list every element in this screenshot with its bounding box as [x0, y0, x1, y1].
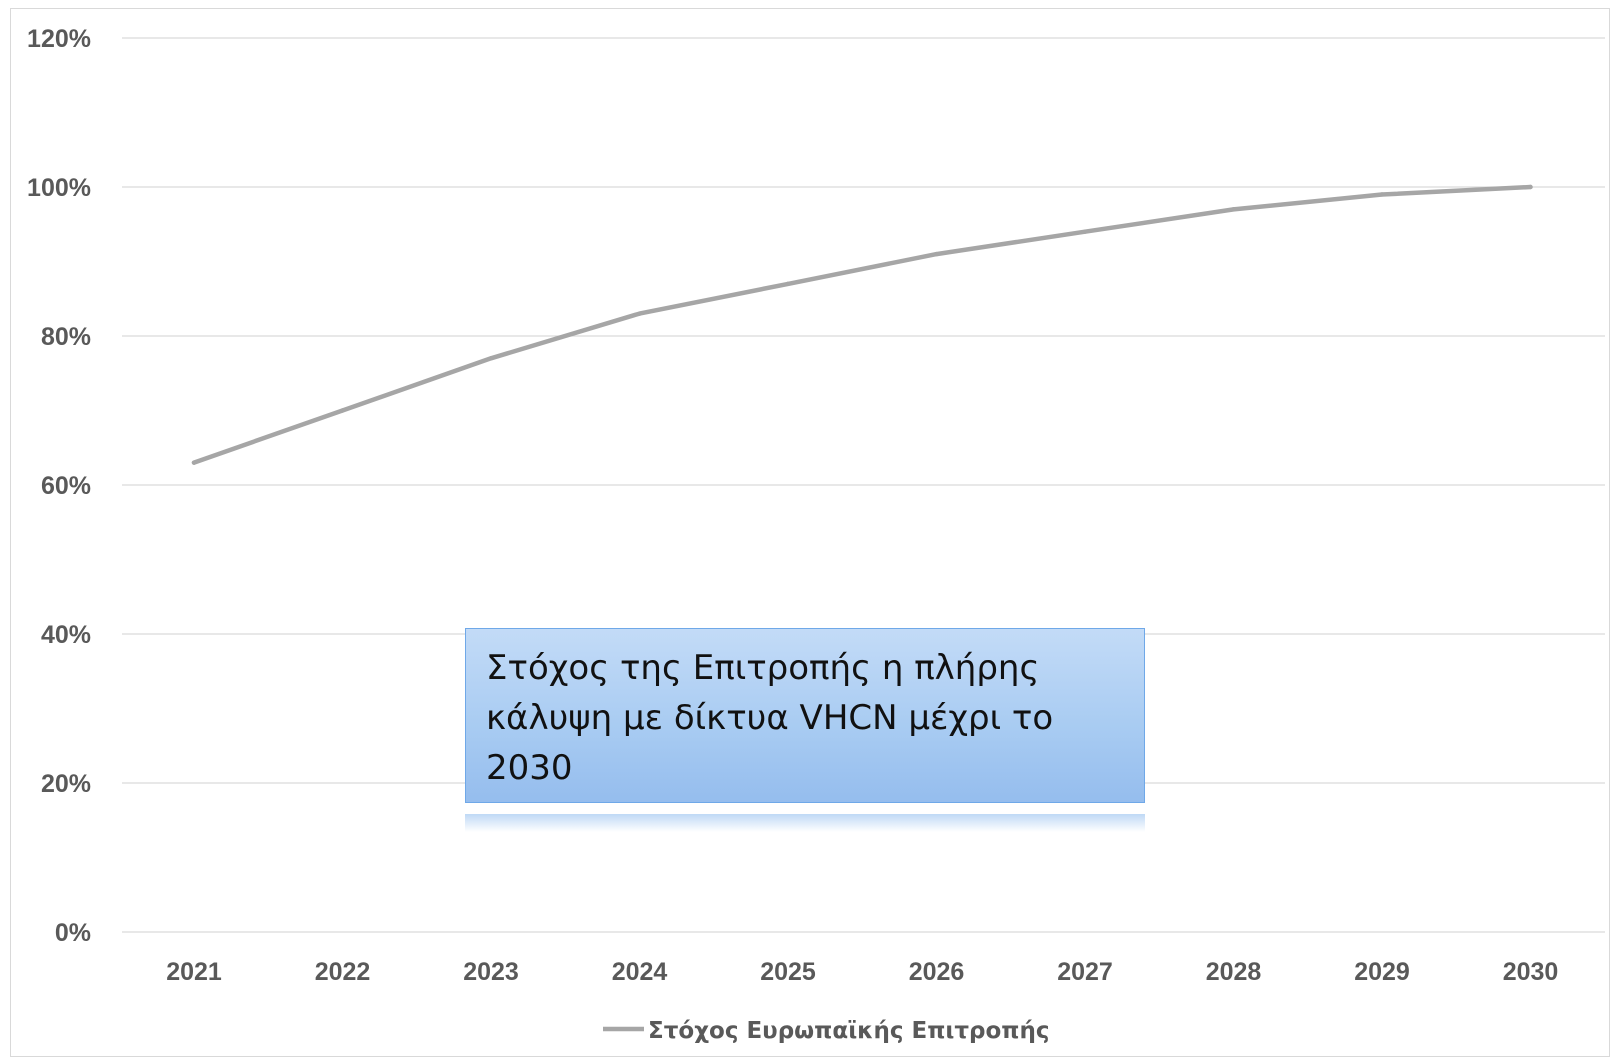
series-line — [191, 184, 1533, 465]
y-tick-label: 120% — [27, 25, 91, 53]
x-tick-label: 2023 — [463, 958, 519, 986]
y-tick-label: 80% — [41, 323, 91, 351]
annotation-reflection — [465, 814, 1145, 832]
y-tick-label: 20% — [41, 770, 91, 798]
annotation-callout: Στόχος της Επιτροπής η πλήρης κάλυψη με … — [465, 628, 1145, 803]
y-tick-label: 60% — [41, 472, 91, 500]
x-axis-tick-labels: 2021 2022 2023 2024 2025 2026 2027 2028 2029 2030 — [166, 958, 1558, 986]
data-point — [785, 281, 791, 287]
data-point — [637, 311, 642, 316]
x-tick-label: 2028 — [1206, 958, 1262, 986]
data-point — [1379, 192, 1385, 197]
x-tick-label: 2030 — [1503, 958, 1559, 986]
data-point — [191, 460, 197, 465]
data-point — [340, 408, 345, 413]
series-lines — [191, 184, 1533, 465]
legend: Στόχος Ευρωπαϊκής Επιτροπής — [603, 1018, 1050, 1044]
data-point — [1231, 207, 1236, 212]
y-tick-label: 0% — [55, 919, 91, 947]
x-tick-label: 2024 — [612, 958, 668, 986]
x-tick-label: 2029 — [1354, 958, 1410, 986]
x-tick-label: 2022 — [315, 958, 371, 986]
data-point — [1528, 184, 1533, 190]
annotation-text: Στόχος της Επιτροπής η πλήρης κάλυψη με … — [486, 648, 1054, 788]
y-axis-tick-labels: 0% 20% 40% 60% 80% 100% 120% — [27, 25, 91, 947]
x-tick-label: 2021 — [166, 958, 222, 986]
y-tick-label: 40% — [41, 621, 91, 649]
gridlines — [122, 37, 1605, 933]
data-point — [934, 251, 939, 257]
data-point — [488, 356, 494, 361]
x-tick-label: 2025 — [760, 958, 816, 986]
data-point — [1082, 229, 1088, 234]
legend-label: Στόχος Ευρωπαϊκής Επιτροπής — [648, 1018, 1050, 1044]
x-tick-label: 2027 — [1057, 958, 1113, 986]
x-tick-label: 2026 — [909, 958, 965, 986]
chart-frame — [10, 8, 1610, 1057]
y-tick-label: 100% — [27, 174, 91, 202]
